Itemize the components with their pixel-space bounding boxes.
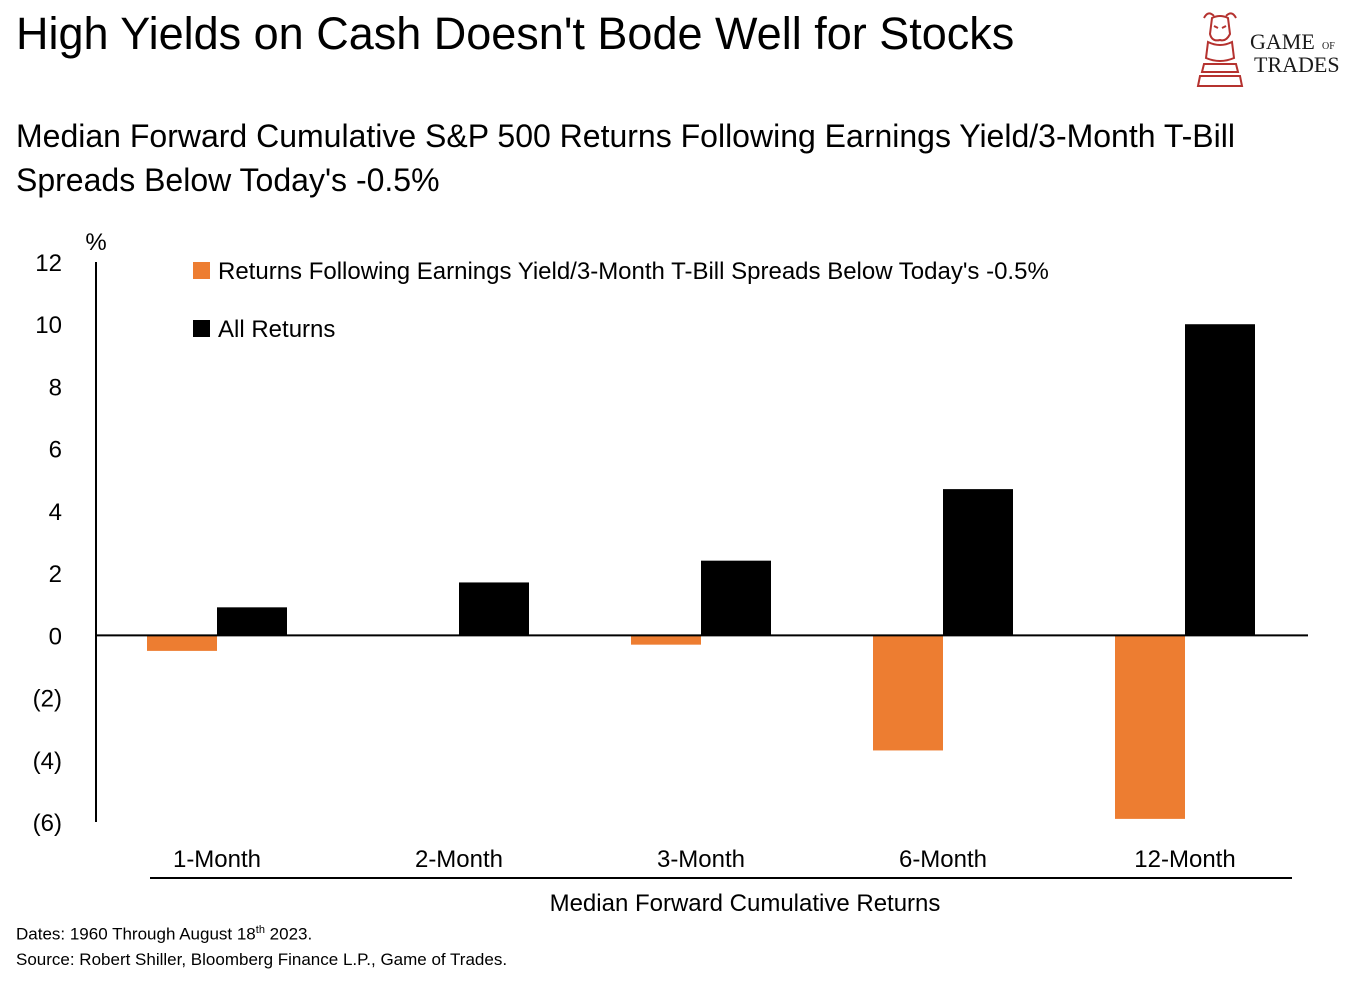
y-tick-label: (6) [33, 810, 62, 837]
x-axis-tick-labels: 1-Month 2-Month 3-Month 6-Month 12-Month [173, 846, 1236, 873]
chart-title: High Yields on Cash Doesn't Bode Well fo… [16, 8, 1015, 59]
legend-swatch [193, 262, 210, 279]
y-tick-label: (2) [33, 686, 62, 713]
logo-line1: GAME [1250, 29, 1315, 54]
x-tick-label: 2-Month [415, 846, 503, 873]
legend: Returns Following Earnings Yield/3-Month… [193, 258, 1049, 343]
logo-of: OF [1322, 41, 1335, 52]
bar-spread-below-12-month [1115, 635, 1185, 819]
chart-subtitle: Median Forward Cumulative S&P 500 Return… [16, 118, 1235, 198]
y-tick-label: 4 [49, 499, 62, 526]
legend-swatch [193, 320, 210, 337]
y-axis-tick-labels: 12 10 8 6 4 2 0 (2) (4) (6) [33, 250, 62, 837]
y-tick-label: (4) [33, 748, 62, 775]
dates-note: Dates: 1960 Through August 18th 2023. [16, 918, 507, 947]
y-axis-unit: % [85, 229, 106, 256]
bull-knight-icon [1196, 12, 1244, 87]
bar-all-returns-2-month [459, 582, 529, 636]
bar-spread-below-1-month [147, 635, 217, 651]
bar-spread-below-3-month [631, 635, 701, 645]
y-tick-label: 8 [49, 374, 62, 401]
bar-all-returns-3-month [701, 560, 771, 636]
dates-note-suffix: 2023. [264, 924, 313, 944]
bar-all-returns-6-month [943, 489, 1013, 636]
logo-line2: TRADES [1254, 52, 1340, 77]
dates-note-text: Dates: 1960 Through August 18 [16, 924, 256, 944]
y-tick-label: 0 [49, 623, 62, 650]
x-tick-label: 12-Month [1134, 846, 1235, 873]
x-axis-title: Median Forward Cumulative Returns [550, 890, 941, 917]
legend-label: Returns Following Earnings Yield/3-Month… [218, 258, 1049, 285]
bars [147, 324, 1255, 819]
game-of-trades-logo: GAME OF TRADES [1196, 12, 1340, 87]
x-tick-label: 1-Month [173, 846, 261, 873]
bar-spread-below-6-month [873, 635, 943, 751]
bar-all-returns-12-month [1185, 324, 1255, 636]
y-tick-label: 12 [35, 250, 62, 277]
y-tick-label: 6 [49, 437, 62, 464]
footnotes: Dates: 1960 Through August 18th 2023. So… [16, 918, 507, 972]
source-note: Source: Robert Shiller, Bloomberg Financ… [16, 949, 508, 969]
y-tick-label: 2 [49, 561, 62, 588]
bar-all-returns-1-month [217, 607, 287, 636]
dates-note-sup: th [255, 924, 265, 936]
x-tick-label: 3-Month [657, 846, 745, 873]
x-tick-label: 6-Month [899, 846, 987, 873]
legend-label: All Returns [218, 316, 335, 343]
y-tick-label: 10 [35, 312, 62, 339]
